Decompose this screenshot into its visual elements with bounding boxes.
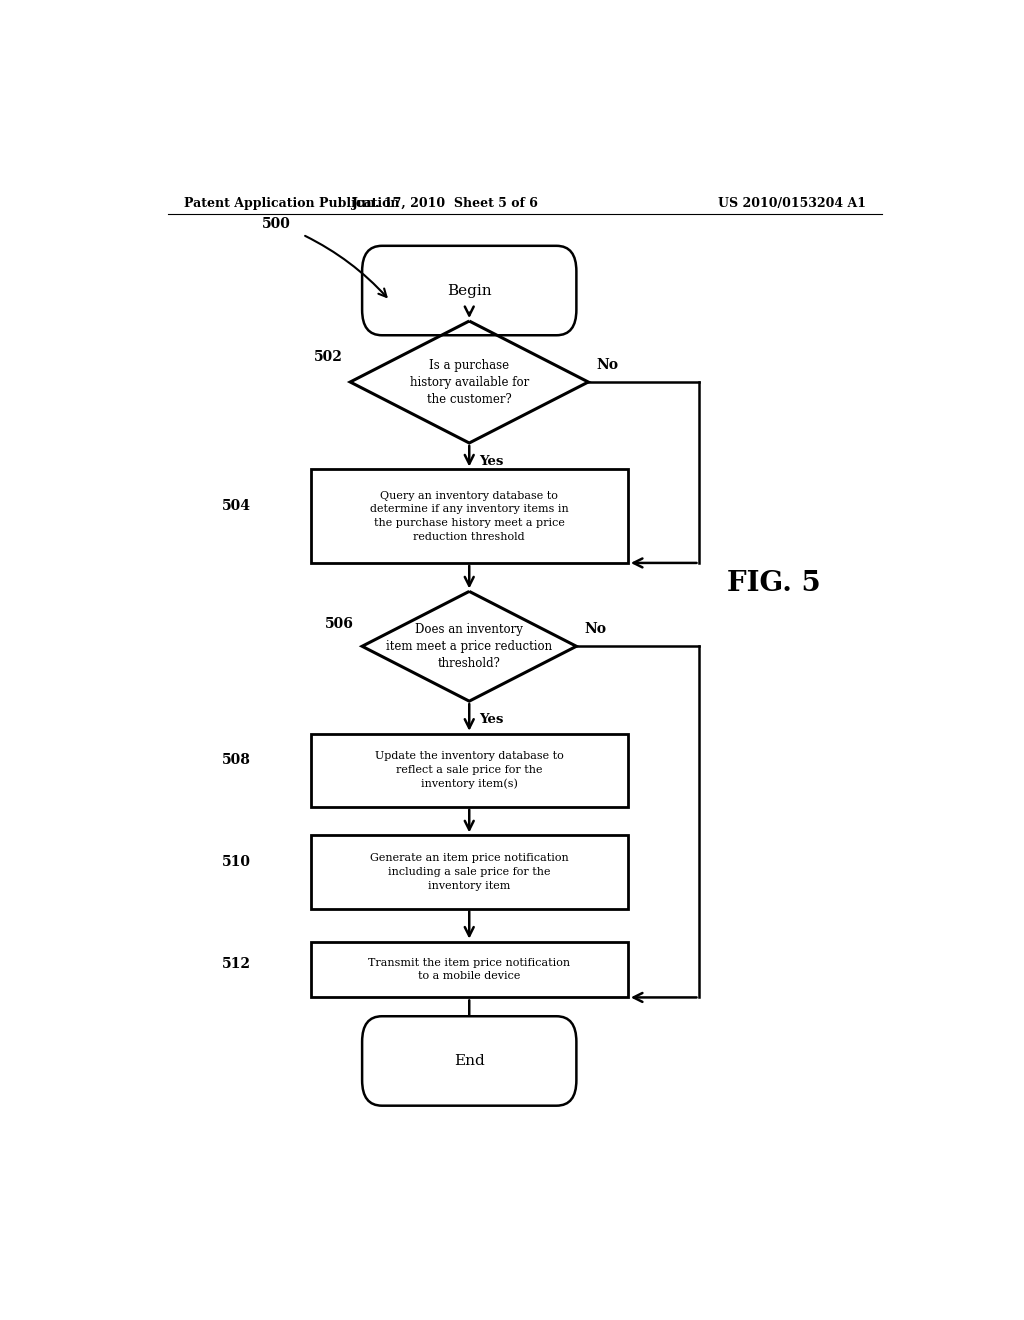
Text: Query an inventory database to
determine if any inventory items in
the purchase : Query an inventory database to determine… — [370, 491, 568, 541]
Text: 508: 508 — [222, 754, 251, 767]
Bar — [310, 836, 628, 908]
Text: No: No — [585, 622, 606, 636]
Polygon shape — [350, 321, 588, 444]
Text: Does an inventory
item meet a price reduction
threshold?: Does an inventory item meet a price redu… — [386, 623, 552, 669]
Bar — [310, 734, 628, 807]
FancyBboxPatch shape — [362, 1016, 577, 1106]
Bar — [310, 470, 628, 562]
Text: End: End — [454, 1053, 484, 1068]
Text: 504: 504 — [222, 499, 251, 513]
FancyBboxPatch shape — [362, 246, 577, 335]
Text: Jun. 17, 2010  Sheet 5 of 6: Jun. 17, 2010 Sheet 5 of 6 — [352, 197, 539, 210]
Text: No: No — [596, 358, 618, 372]
Text: 502: 502 — [313, 350, 342, 363]
Text: Update the inventory database to
reflect a sale price for the
inventory item(s): Update the inventory database to reflect… — [375, 751, 563, 789]
Bar — [310, 941, 628, 998]
Text: Yes: Yes — [479, 713, 503, 726]
Text: FIG. 5: FIG. 5 — [727, 570, 821, 597]
Text: US 2010/0153204 A1: US 2010/0153204 A1 — [718, 197, 866, 210]
Text: Begin: Begin — [446, 284, 492, 297]
Text: 506: 506 — [326, 616, 354, 631]
Text: 512: 512 — [222, 957, 251, 972]
Text: Yes: Yes — [479, 455, 503, 469]
Text: Transmit the item price notification
to a mobile device: Transmit the item price notification to … — [369, 958, 570, 981]
Text: 500: 500 — [262, 218, 291, 231]
Text: Patent Application Publication: Patent Application Publication — [183, 197, 399, 210]
Text: 510: 510 — [222, 855, 251, 869]
Text: Is a purchase
history available for
the customer?: Is a purchase history available for the … — [410, 359, 528, 405]
Text: Generate an item price notification
including a sale price for the
inventory ite: Generate an item price notification incl… — [370, 853, 568, 891]
Polygon shape — [362, 591, 577, 701]
